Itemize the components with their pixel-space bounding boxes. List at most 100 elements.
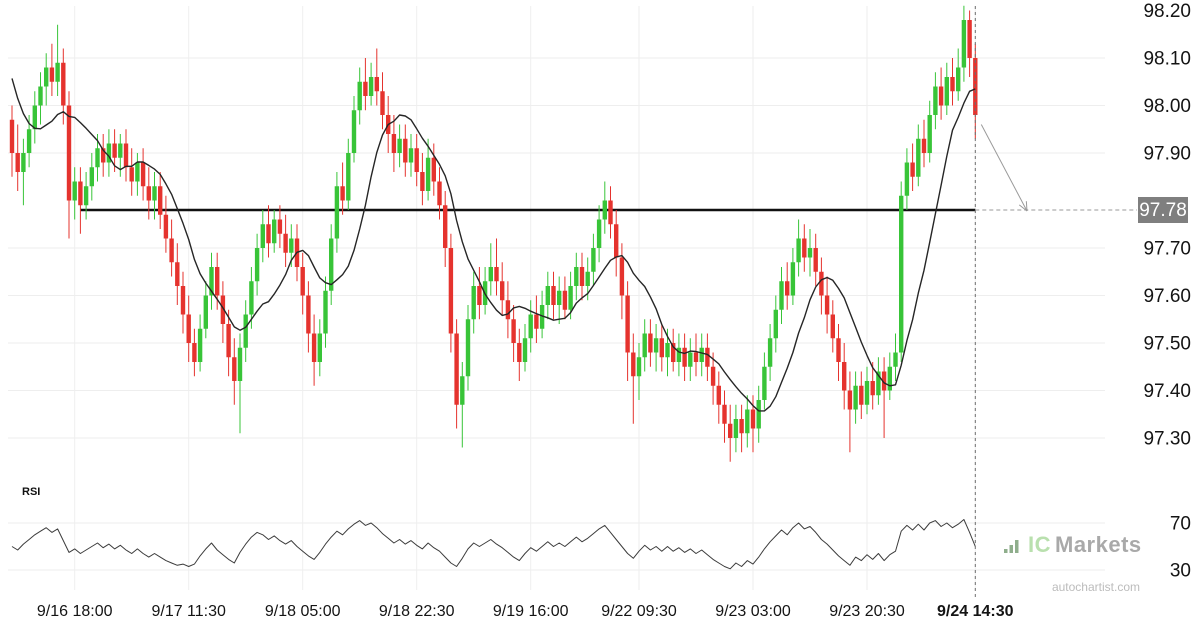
price-level-badge: 97.78 bbox=[1138, 197, 1188, 223]
candle bbox=[283, 233, 288, 253]
candle bbox=[465, 319, 471, 377]
candle bbox=[254, 248, 260, 282]
svg-text:9/23 03:00: 9/23 03:00 bbox=[715, 603, 791, 620]
candle bbox=[933, 86, 938, 115]
candle bbox=[802, 238, 807, 258]
candle bbox=[819, 271, 824, 296]
candle bbox=[186, 314, 191, 343]
candle bbox=[226, 324, 231, 358]
candle bbox=[733, 419, 739, 438]
candle bbox=[220, 295, 226, 324]
candle bbox=[203, 295, 208, 329]
candle bbox=[232, 357, 237, 381]
icmarkets-watermark: IC Markets bbox=[1004, 534, 1142, 556]
candle bbox=[876, 371, 881, 396]
svg-text:9/23 20:30: 9/23 20:30 bbox=[829, 603, 905, 620]
candle bbox=[710, 366, 716, 386]
candle bbox=[745, 409, 750, 434]
candle bbox=[653, 338, 659, 353]
candle bbox=[397, 138, 402, 153]
candle bbox=[311, 333, 317, 362]
candle bbox=[762, 366, 767, 400]
svg-text:9/16 18:00: 9/16 18:00 bbox=[37, 603, 113, 620]
svg-text:97.78: 97.78 bbox=[1139, 200, 1187, 221]
candle bbox=[140, 162, 146, 187]
svg-text:97.60: 97.60 bbox=[1143, 286, 1191, 307]
candle bbox=[773, 309, 778, 339]
candle bbox=[32, 105, 37, 130]
candle bbox=[494, 267, 499, 282]
candle bbox=[135, 162, 140, 182]
candle bbox=[545, 286, 550, 305]
candle bbox=[340, 186, 345, 201]
candle bbox=[796, 238, 801, 263]
candles bbox=[9, 5, 978, 462]
candle bbox=[671, 343, 676, 362]
candle bbox=[260, 224, 265, 248]
rsi-axis-labels: 70 30 bbox=[1170, 514, 1191, 582]
candle bbox=[921, 138, 927, 153]
candle bbox=[488, 267, 493, 282]
forecast-arrow bbox=[980, 124, 1028, 212]
candle bbox=[334, 186, 340, 239]
svg-text:9/18 22:30: 9/18 22:30 bbox=[379, 603, 455, 620]
candle bbox=[944, 77, 949, 106]
candle bbox=[688, 352, 693, 367]
candle bbox=[574, 267, 579, 286]
candle bbox=[551, 286, 556, 305]
svg-text:9/24 14:30: 9/24 14:30 bbox=[937, 603, 1014, 620]
candle bbox=[824, 295, 830, 315]
candle bbox=[169, 238, 174, 263]
svg-text:97.50: 97.50 bbox=[1143, 334, 1191, 355]
candle bbox=[66, 105, 72, 201]
svg-text:98.20: 98.20 bbox=[1143, 1, 1191, 22]
candle bbox=[750, 409, 756, 429]
rsi bbox=[11, 519, 976, 570]
candle bbox=[938, 86, 944, 106]
candle bbox=[699, 347, 704, 362]
candle bbox=[123, 143, 129, 168]
candle bbox=[705, 347, 710, 367]
candle bbox=[44, 67, 49, 87]
candle bbox=[693, 352, 699, 362]
candle bbox=[243, 314, 248, 348]
candle bbox=[49, 67, 55, 82]
icmarkets-logo-markets-text: Markets bbox=[1055, 532, 1142, 557]
candle bbox=[249, 281, 254, 315]
svg-text:70: 70 bbox=[1170, 514, 1191, 535]
candle bbox=[95, 148, 100, 168]
candle bbox=[101, 148, 106, 163]
candle bbox=[346, 153, 351, 201]
candle bbox=[152, 186, 157, 201]
candle bbox=[38, 86, 43, 106]
candle bbox=[927, 115, 932, 153]
candle bbox=[158, 186, 163, 215]
candle bbox=[562, 290, 568, 310]
candle bbox=[266, 224, 271, 244]
candle bbox=[813, 248, 818, 272]
candle bbox=[374, 77, 379, 92]
grid-lines bbox=[8, 6, 1105, 590]
candle bbox=[437, 181, 442, 206]
candle bbox=[511, 319, 516, 343]
candle bbox=[420, 172, 425, 191]
candle bbox=[403, 138, 408, 163]
candle bbox=[568, 286, 573, 310]
svg-text:97.70: 97.70 bbox=[1143, 239, 1191, 260]
moving-average-line bbox=[11, 78, 976, 412]
icmarkets-logo-icon bbox=[1004, 540, 1019, 553]
candle bbox=[351, 110, 357, 153]
candle bbox=[454, 333, 459, 405]
candle bbox=[443, 205, 448, 248]
candle bbox=[180, 286, 186, 315]
rsi-indicator-label: RSI bbox=[22, 486, 41, 498]
candle bbox=[785, 281, 790, 296]
candle bbox=[425, 157, 431, 191]
candle bbox=[500, 281, 505, 301]
candle bbox=[414, 148, 419, 172]
candle bbox=[215, 267, 220, 296]
autochartist-credit: autochartist.com bbox=[1051, 580, 1140, 594]
candle bbox=[642, 333, 647, 358]
candle bbox=[15, 153, 20, 172]
